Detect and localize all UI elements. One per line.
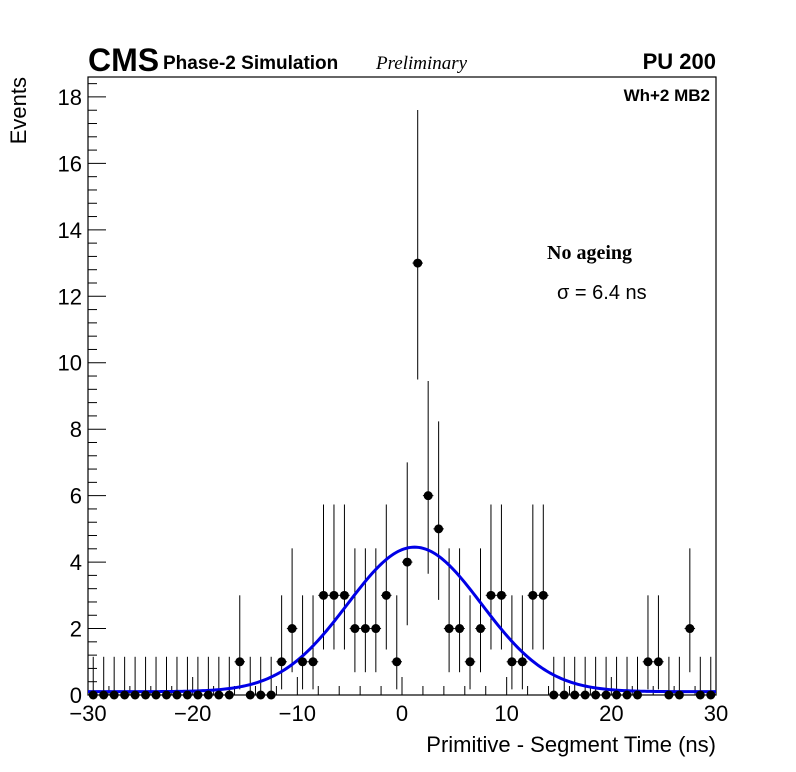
y-axis-title: Events: [6, 77, 31, 144]
x-axis-title: Primitive - Segment Time (ns): [426, 732, 716, 757]
data-point: [570, 690, 580, 700]
data-point: [339, 590, 349, 600]
x-tick-label: 10: [494, 701, 518, 726]
data-point: [99, 690, 109, 700]
data-point: [287, 624, 297, 634]
data-point: [695, 690, 705, 700]
y-tick-label: 14: [58, 218, 82, 243]
data-point: [538, 590, 548, 600]
data-point: [476, 624, 485, 634]
data-point: [580, 690, 590, 700]
data-point: [308, 657, 318, 667]
x-tick-label: 0: [396, 701, 408, 726]
sigma-annotation: σ = 6.4 ns: [557, 282, 647, 304]
data-point: [455, 624, 465, 634]
data-point: [256, 690, 266, 700]
data-point: [130, 690, 140, 700]
data-point: [517, 657, 527, 667]
data-point: [109, 690, 119, 700]
data-point: [664, 690, 674, 700]
data-point: [465, 657, 475, 667]
data-point: [329, 590, 339, 600]
data-point: [674, 690, 684, 700]
data-point: [277, 657, 287, 667]
data-point: [88, 690, 98, 700]
data-point: [203, 690, 213, 700]
data-point: [486, 590, 496, 600]
data-point: [224, 690, 234, 700]
data-point: [591, 690, 601, 700]
data-point: [381, 590, 391, 600]
y-tick-label: 2: [70, 617, 82, 642]
data-points: [88, 258, 716, 700]
data-point: [298, 657, 308, 667]
gaussian-fit-line: [88, 545, 716, 694]
data-point: [601, 690, 611, 700]
data-point: [151, 690, 161, 700]
data-point: [235, 657, 245, 667]
experiment-label: CMS: [88, 42, 159, 78]
y-tick-label: 4: [70, 550, 82, 575]
pileup-label: PU 200: [643, 49, 716, 74]
condition-annotation: No ageing: [547, 242, 632, 264]
data-point: [182, 690, 192, 700]
x-tick-label: 30: [704, 701, 728, 726]
preliminary-label: Preliminary: [375, 53, 468, 74]
data-point: [653, 657, 663, 667]
y-tick-label: 12: [58, 284, 82, 309]
y-tick-label: 18: [58, 85, 82, 110]
data-point: [413, 258, 423, 268]
data-point: [685, 624, 695, 634]
data-point: [528, 590, 538, 600]
data-point: [162, 690, 171, 700]
y-tick-label: 0: [70, 683, 82, 708]
data-point: [141, 690, 151, 700]
y-axis: 0 2 4 6 8 10 12 14 16 18: [58, 83, 106, 708]
data-point: [214, 690, 224, 700]
data-point: [319, 590, 328, 600]
data-point: [559, 690, 569, 700]
x-tick-label: −10: [279, 701, 316, 726]
data-point: [245, 690, 255, 700]
data-point: [402, 557, 412, 567]
data-point: [392, 657, 402, 667]
y-tick-label: 10: [58, 351, 82, 376]
data-point: [423, 491, 433, 501]
y-tick-label: 16: [58, 151, 82, 176]
y-tick-label: 6: [70, 484, 82, 509]
data-point: [633, 690, 642, 700]
x-tick-label: 20: [599, 701, 623, 726]
y-tick-label: 8: [70, 417, 82, 442]
data-point: [120, 690, 130, 700]
data-point: [612, 690, 622, 700]
x-tick-label: −20: [174, 701, 211, 726]
x-axis: −30 −20 −10 0 10 20 30: [69, 677, 728, 726]
station-annotation: Wh+2 MB2: [624, 86, 710, 105]
data-point: [622, 690, 632, 700]
data-point: [193, 690, 203, 700]
data-point: [496, 590, 506, 600]
data-point: [434, 524, 444, 534]
data-point: [172, 690, 182, 700]
x-tick-label: −30: [69, 701, 106, 726]
data-point: [643, 657, 653, 667]
data-point: [371, 624, 381, 634]
simulation-label: Phase-2 Simulation: [163, 53, 338, 74]
data-point: [360, 624, 370, 634]
data-point: [706, 690, 716, 700]
data-point: [350, 624, 360, 634]
data-point: [549, 690, 559, 700]
data-point: [507, 657, 517, 667]
data-point: [444, 624, 454, 634]
data-point: [266, 690, 276, 700]
